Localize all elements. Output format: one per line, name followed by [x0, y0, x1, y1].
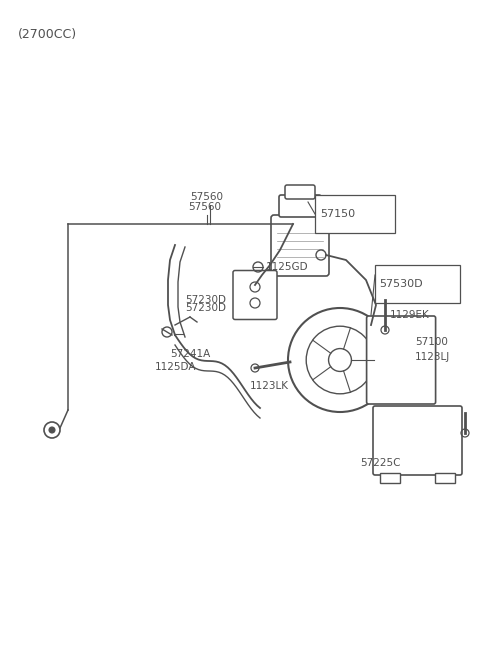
- FancyBboxPatch shape: [373, 406, 462, 475]
- Text: 57560: 57560: [190, 192, 223, 202]
- Text: 57530D: 57530D: [379, 279, 422, 289]
- Text: 57241A: 57241A: [170, 349, 210, 359]
- Text: 57225C: 57225C: [360, 458, 400, 468]
- Text: 1123LK: 1123LK: [250, 381, 289, 391]
- FancyBboxPatch shape: [271, 215, 329, 276]
- FancyBboxPatch shape: [233, 271, 277, 320]
- FancyBboxPatch shape: [285, 185, 315, 199]
- Text: 57150: 57150: [320, 209, 355, 219]
- FancyBboxPatch shape: [279, 195, 321, 217]
- Bar: [375, 265, 460, 303]
- Text: 57100: 57100: [415, 337, 448, 347]
- Text: 57230D: 57230D: [185, 295, 226, 305]
- Text: 1125DA: 1125DA: [155, 362, 196, 372]
- Text: 1125GD: 1125GD: [266, 262, 309, 272]
- Circle shape: [49, 427, 55, 433]
- Bar: [435, 473, 455, 483]
- Text: 1123LJ: 1123LJ: [415, 352, 450, 362]
- Text: 1129EK: 1129EK: [390, 310, 430, 320]
- FancyBboxPatch shape: [367, 316, 436, 404]
- Bar: [315, 195, 395, 233]
- Text: 57560: 57560: [188, 202, 221, 212]
- Text: 57230D: 57230D: [185, 303, 226, 313]
- Bar: [380, 473, 400, 483]
- Text: (2700CC): (2700CC): [18, 28, 77, 41]
